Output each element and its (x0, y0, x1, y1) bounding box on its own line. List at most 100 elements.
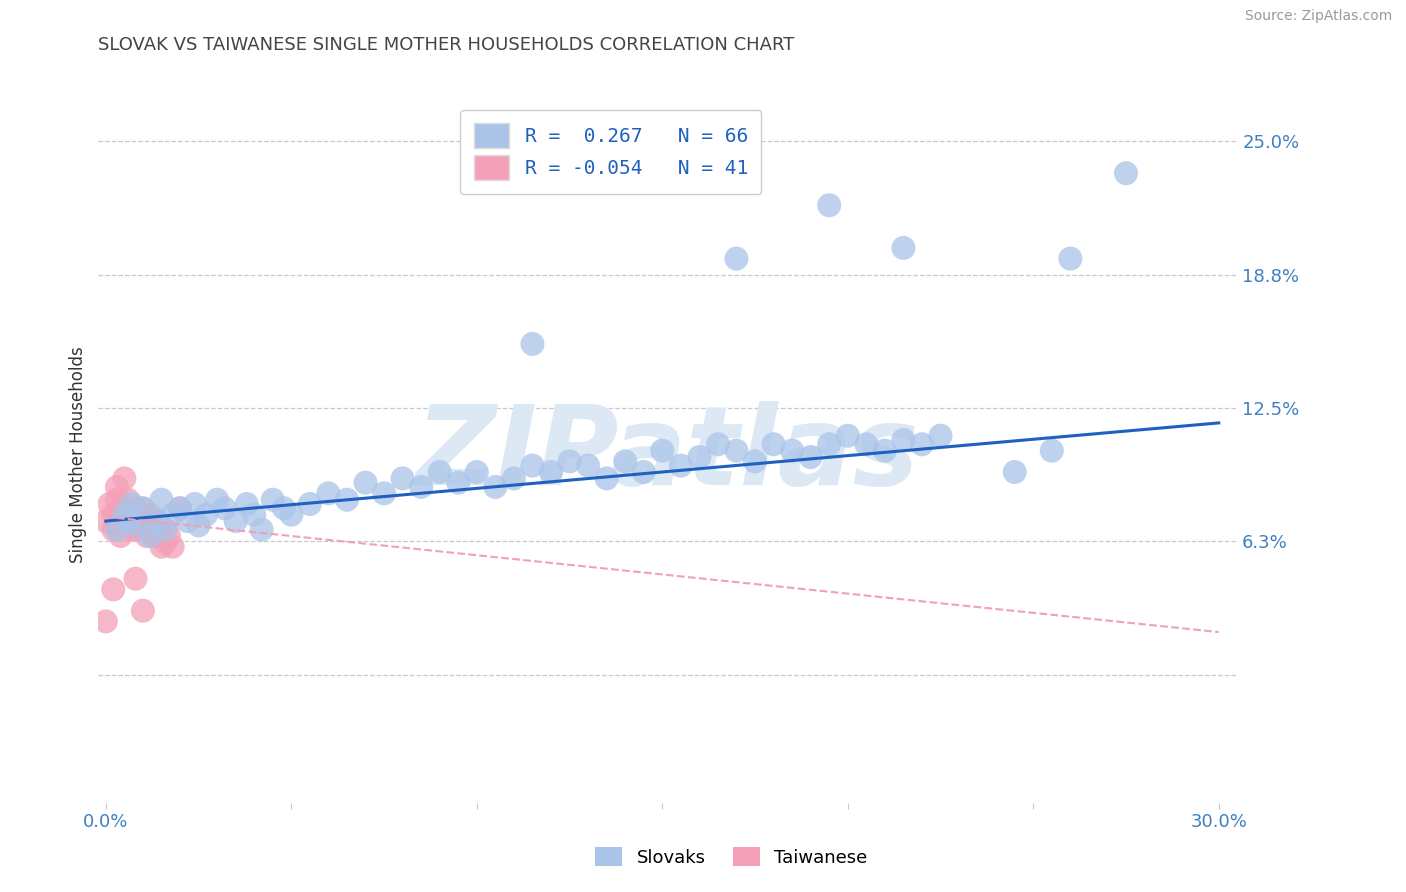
Point (855, 437, 877, 451)
Point (411, 480, 433, 494)
Point (225, 514, 247, 528)
Point (893, 241, 915, 255)
Point (1004, 465, 1026, 479)
Point (105, 480, 128, 494)
Point (558, 454, 581, 468)
Point (911, 437, 934, 451)
Point (725, 252, 748, 266)
Point (614, 454, 637, 468)
Point (273, 501, 295, 516)
Point (873, 443, 896, 458)
Point (169, 501, 191, 516)
Point (176, 514, 198, 528)
Point (214, 501, 236, 516)
Point (139, 508, 162, 522)
Legend: R =  0.267   N = 66, R = -0.054   N = 41: R = 0.267 N = 66, R = -0.054 N = 41 (460, 110, 762, 194)
Point (150, 540, 173, 554)
Text: SLOVAK VS TAIWANESE SINGLE MOTHER HOUSEHOLDS CORRELATION CHART: SLOVAK VS TAIWANESE SINGLE MOTHER HOUSEH… (98, 36, 794, 54)
Point (132, 501, 155, 516)
Point (150, 529, 173, 543)
Point (112, 514, 135, 528)
Point (121, 497, 143, 511)
Point (800, 450, 823, 464)
Point (818, 437, 841, 451)
Point (373, 486, 395, 500)
Point (1040, 443, 1063, 458)
Point (103, 582, 125, 597)
Point (1059, 252, 1081, 266)
Point (688, 450, 710, 464)
Point (117, 514, 139, 528)
Point (522, 337, 544, 351)
Point (146, 523, 169, 537)
Point (150, 492, 173, 507)
Point (162, 540, 184, 554)
Point (103, 508, 125, 522)
Point (262, 492, 284, 507)
Point (94, 514, 117, 528)
Point (105, 518, 128, 533)
Point (139, 514, 162, 528)
Point (103, 523, 125, 537)
Point (429, 465, 451, 479)
Point (707, 437, 730, 451)
Point (250, 523, 273, 537)
Point (354, 475, 377, 490)
Point (336, 492, 359, 507)
Point (818, 198, 841, 212)
Point (725, 443, 748, 458)
Point (484, 480, 506, 494)
Point (117, 523, 139, 537)
Point (121, 508, 143, 522)
Legend: Slovaks, Taiwanese: Slovaks, Taiwanese (588, 840, 875, 874)
Point (146, 514, 169, 528)
Point (128, 508, 150, 522)
Point (153, 535, 176, 549)
Point (595, 471, 617, 485)
Point (153, 523, 176, 537)
Point (837, 428, 859, 442)
Point (195, 508, 218, 522)
Point (146, 514, 169, 528)
Point (780, 443, 803, 458)
Point (465, 465, 488, 479)
Point (503, 471, 526, 485)
Point (169, 501, 191, 516)
Point (110, 501, 132, 516)
Point (1115, 166, 1137, 180)
Point (576, 458, 599, 473)
Text: Source: ZipAtlas.com: Source: ZipAtlas.com (1244, 9, 1392, 23)
Point (132, 604, 155, 618)
Point (112, 471, 135, 485)
Y-axis label: Single Mother Households: Single Mother Households (69, 347, 87, 563)
Point (157, 529, 180, 543)
Point (135, 529, 157, 543)
Point (124, 518, 146, 533)
Point (205, 492, 228, 507)
Point (112, 508, 135, 522)
Point (105, 492, 128, 507)
Point (391, 471, 413, 485)
Point (280, 508, 302, 522)
Point (447, 475, 470, 490)
Point (162, 508, 184, 522)
Point (243, 508, 266, 522)
Point (298, 497, 321, 511)
Point (633, 465, 655, 479)
Point (762, 437, 785, 451)
Point (187, 518, 209, 533)
Point (105, 523, 128, 537)
Point (110, 529, 132, 543)
Point (318, 486, 340, 500)
Point (651, 443, 673, 458)
Point (893, 433, 915, 447)
Point (236, 497, 259, 511)
Point (184, 497, 207, 511)
Point (135, 523, 157, 537)
Point (929, 428, 952, 442)
Point (522, 458, 544, 473)
Point (153, 523, 176, 537)
Point (124, 523, 146, 537)
Point (139, 529, 162, 543)
Point (132, 501, 155, 516)
